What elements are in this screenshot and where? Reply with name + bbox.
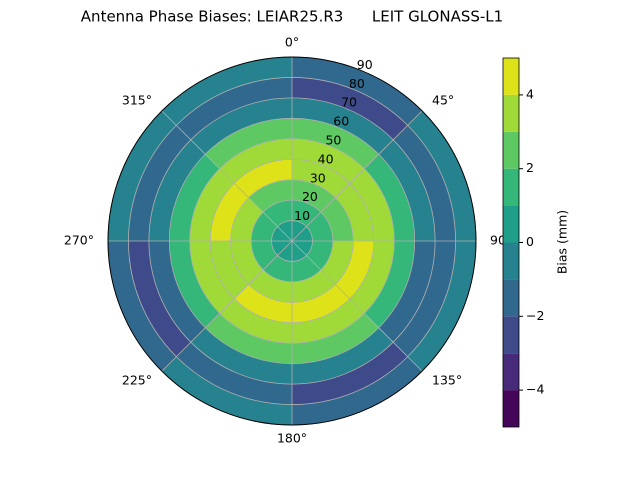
r-tick-label: 40 — [318, 151, 334, 166]
angular-grid — [291, 240, 423, 372]
r-tick-label: 70 — [341, 95, 357, 110]
angular-grid — [291, 110, 423, 242]
r-tick-label: 30 — [310, 170, 326, 185]
chart-title: Antenna Phase Biases: LEIAR25.R3 LEIT GL… — [81, 8, 503, 26]
colorbar-tick-label: 2 — [526, 160, 534, 175]
colorbar-tick-label: 0 — [526, 234, 534, 249]
colorbar-band — [503, 316, 519, 354]
colorbar-band — [503, 205, 519, 243]
colorbar-tick-label: 4 — [526, 86, 534, 101]
colorbar-band — [503, 353, 519, 391]
r-tick-label: 60 — [333, 114, 349, 129]
colorbar-band — [503, 131, 519, 169]
r-tick-label: 50 — [325, 133, 341, 148]
r-tick-label: 10 — [294, 208, 310, 223]
theta-tick-label: 45° — [432, 92, 454, 107]
theta-tick-label: 0° — [285, 35, 299, 50]
r-tick-label: 20 — [302, 189, 318, 204]
colorbar-band — [503, 168, 519, 206]
theta-tick-label: 135° — [432, 373, 462, 388]
colorbar-tick-label: −2 — [526, 308, 544, 323]
theta-tick-label: 315° — [122, 92, 152, 107]
colorbar-band — [503, 58, 519, 95]
angular-grid — [161, 110, 293, 242]
colorbar-tick-label: −4 — [526, 382, 544, 397]
polar-frame — [107, 56, 477, 426]
colorbar-band — [503, 390, 519, 427]
r-tick-label: 90 — [357, 57, 373, 72]
colorbar-band — [503, 94, 519, 132]
colorbar-band — [503, 242, 519, 280]
r-tick-label: 80 — [349, 76, 365, 91]
colorbar-band — [503, 279, 519, 317]
colorbar-label: Bias (mm) — [555, 210, 570, 274]
theta-tick-label: 225° — [122, 373, 152, 388]
theta-tick-label: 180° — [277, 431, 307, 446]
theta-tick-label: 90 — [490, 233, 506, 248]
angular-grid — [161, 240, 293, 372]
theta-tick-label: 270° — [64, 233, 94, 248]
